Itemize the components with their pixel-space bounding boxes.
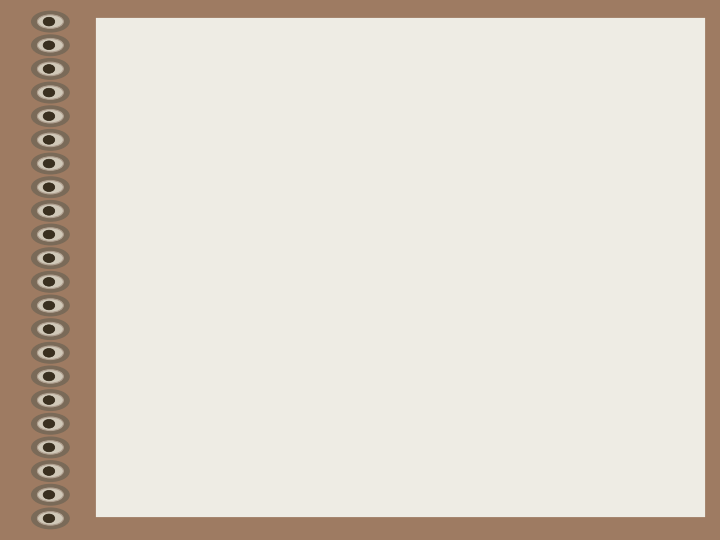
Text: PVR: PVR xyxy=(210,327,262,353)
Text: ▪: ▪ xyxy=(171,253,187,277)
Text: History: History xyxy=(210,214,304,240)
Text: ▪: ▪ xyxy=(171,291,187,314)
Text: ▪: ▪ xyxy=(171,403,187,428)
Text: ▪: ▪ xyxy=(171,328,187,352)
Text: ▪: ▪ xyxy=(171,215,187,239)
Text: Urinalysis: Urinalysis xyxy=(210,365,338,391)
Text: ▪: ▪ xyxy=(171,366,187,390)
Text: Urodynamics: Urodynamics xyxy=(210,402,382,428)
Text: Voiding Diary: Voiding Diary xyxy=(210,289,386,315)
Text: Physical: Physical xyxy=(210,252,318,278)
Text: Diagnosis of
Urinary Incontinence: Diagnosis of Urinary Incontinence xyxy=(242,102,618,178)
